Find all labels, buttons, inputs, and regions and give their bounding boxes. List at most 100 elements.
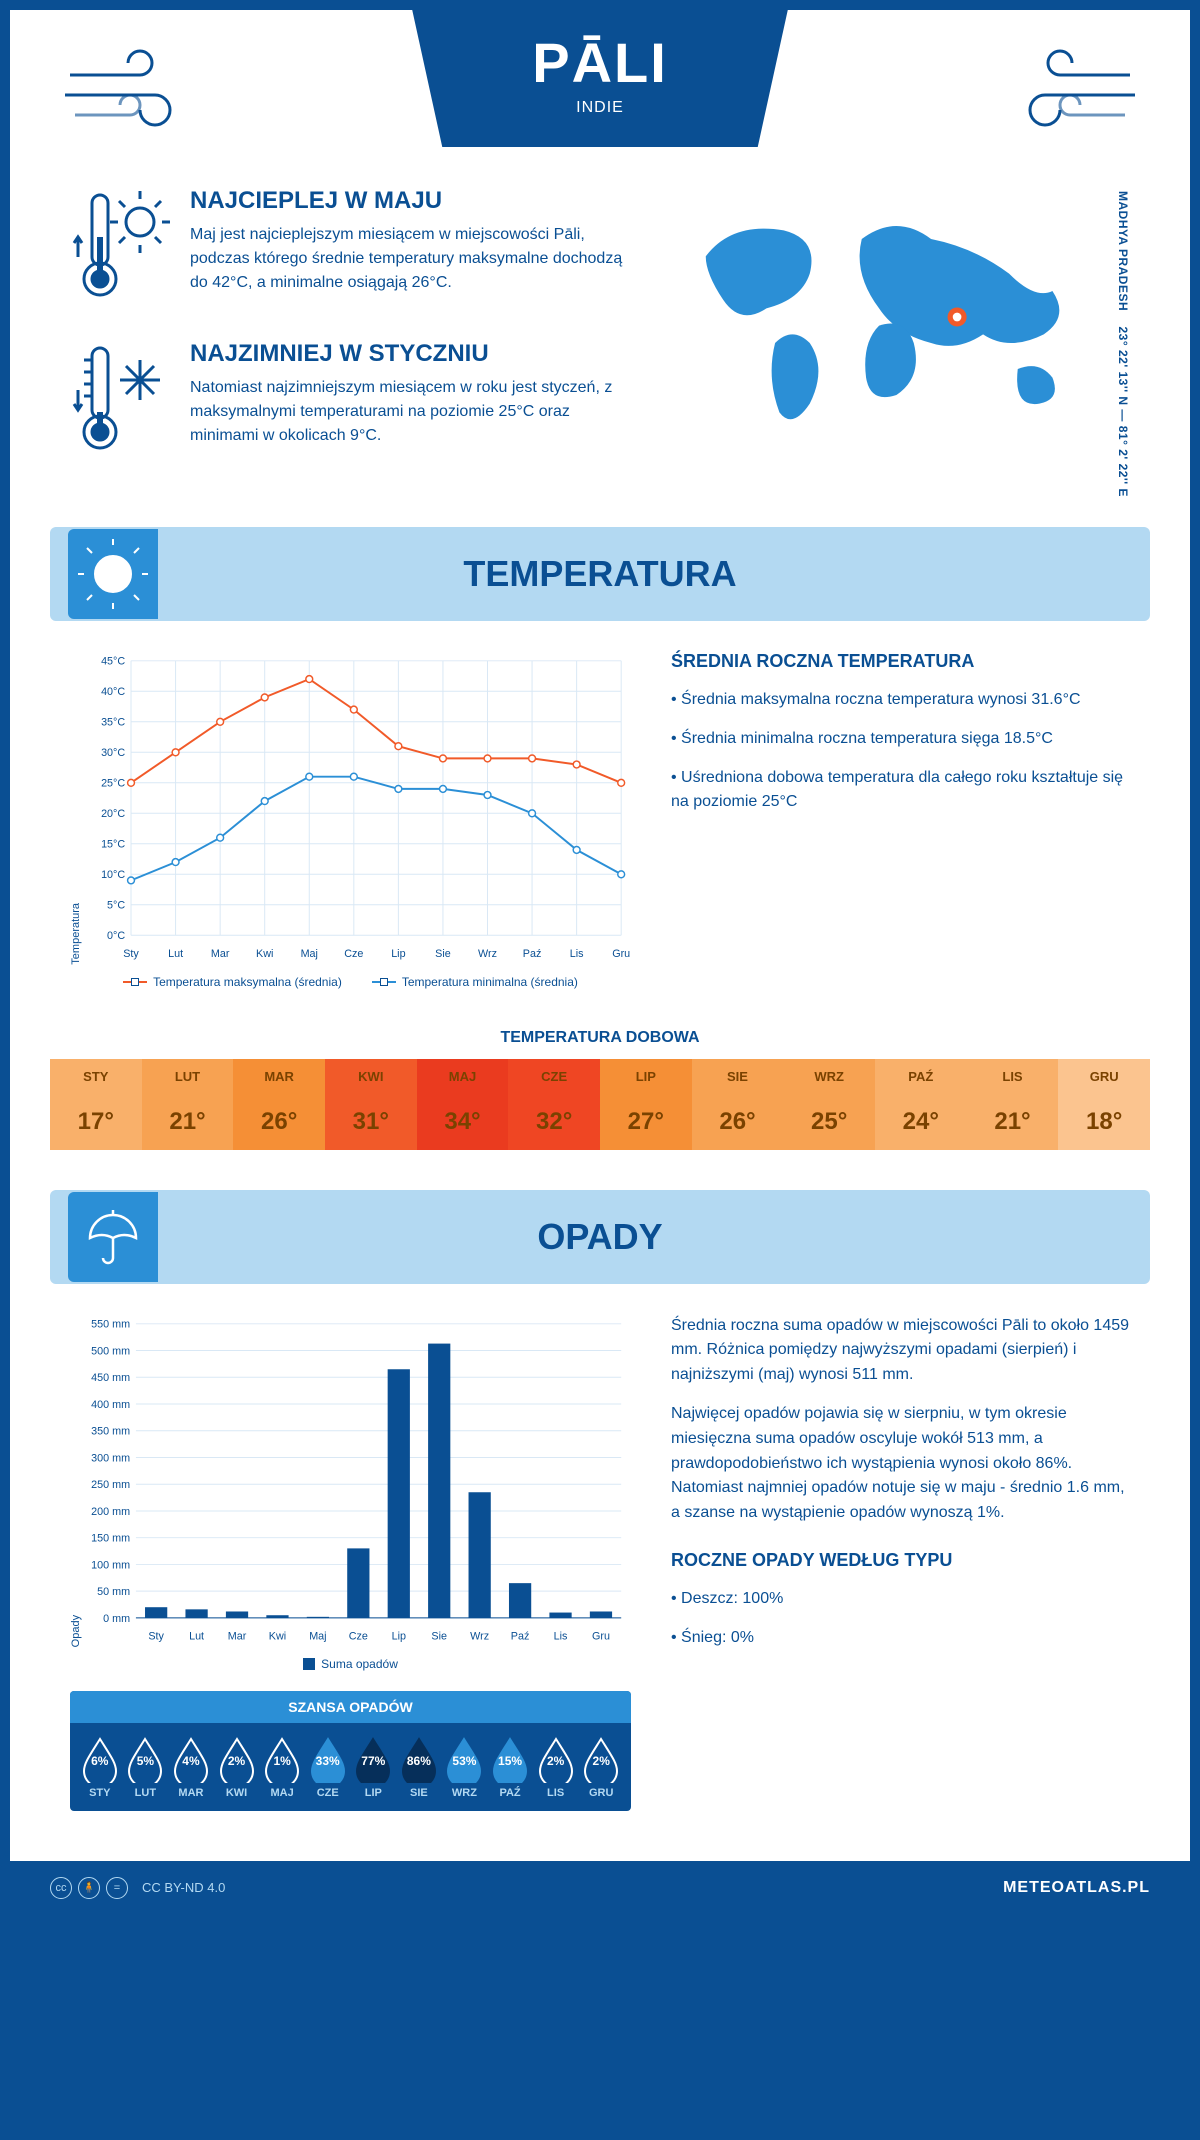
temperature-section-header: TEMPERATURA: [50, 527, 1150, 621]
cc-icon: cc: [50, 1877, 72, 1899]
thermometer-snow-icon: [70, 340, 170, 465]
rain-chance-cell: 4%MAR: [169, 1735, 213, 1799]
temp-table-header: PAŹ: [875, 1059, 967, 1094]
svg-text:15°C: 15°C: [101, 839, 125, 851]
temp-table-header: MAJ: [417, 1059, 509, 1094]
rain-chance-month: LIS: [534, 1787, 578, 1799]
svg-text:30°C: 30°C: [101, 747, 125, 759]
raindrop-icon: 86%: [399, 1735, 439, 1783]
temperature-chart-row: Temperatura 0°C5°C10°C15°C20°C25°C30°C35…: [10, 621, 1190, 1009]
rain-chance-month: SIE: [397, 1787, 441, 1799]
precip-y-axis-label: Opady: [70, 1314, 82, 1647]
temp-table-header: WRZ: [783, 1059, 875, 1094]
temp-y-axis-label: Temperatura: [70, 651, 82, 965]
world-map-icon: [667, 187, 1109, 447]
rain-chance-month: GRU: [579, 1787, 623, 1799]
svg-text:10°C: 10°C: [101, 869, 125, 881]
svg-text:400 mm: 400 mm: [91, 1399, 130, 1411]
svg-text:Lip: Lip: [392, 1630, 406, 1642]
raindrop-icon: 15%: [490, 1735, 530, 1783]
temp-table-value: 25°: [783, 1094, 875, 1150]
svg-text:Mar: Mar: [228, 1630, 247, 1642]
svg-text:Paź: Paź: [511, 1630, 530, 1642]
thermometer-sun-icon: [70, 187, 170, 312]
temp-bullet: Uśredniona dobowa temperatura dla całego…: [671, 766, 1130, 816]
temp-table-header: STY: [50, 1059, 142, 1094]
temp-table-header: LUT: [142, 1059, 234, 1094]
warmest-text: Maj jest najcieplejszym miesiącem w miej…: [190, 223, 637, 295]
rain-chance-title: SZANSA OPADÓW: [70, 1691, 631, 1723]
temp-table-header: CZE: [508, 1059, 600, 1094]
precipitation-chart-row: Opady 0 mm50 mm100 mm150 mm200 mm250 mm3…: [10, 1284, 1190, 1831]
temp-table-value: 18°: [1058, 1094, 1150, 1150]
rain-chance-cell: 1%MAJ: [260, 1735, 304, 1799]
rain-chance-month: LUT: [124, 1787, 168, 1799]
license-text: CC BY-ND 4.0: [142, 1880, 225, 1895]
rain-chance-cell: 2%LIS: [534, 1735, 578, 1799]
svg-text:200 mm: 200 mm: [91, 1506, 130, 1518]
svg-text:Sie: Sie: [435, 948, 451, 960]
svg-text:Cze: Cze: [349, 1630, 368, 1642]
svg-text:Wrz: Wrz: [478, 948, 497, 960]
temp-table-value: 27°: [600, 1094, 692, 1150]
temp-table-header: KWI: [325, 1059, 417, 1094]
svg-text:20°C: 20°C: [101, 808, 125, 820]
precip-para1: Średnia roczna suma opadów w miejscowośc…: [671, 1314, 1130, 1388]
wind-icon-right: [980, 40, 1140, 140]
umbrella-medallion-icon: [68, 1192, 158, 1282]
by-icon: 🧍: [78, 1877, 100, 1899]
map-column: MADHYA PRADESH 23° 22' 13'' N — 81° 2' 2…: [667, 187, 1131, 497]
svg-text:300 mm: 300 mm: [91, 1452, 130, 1464]
svg-text:Lis: Lis: [554, 1630, 568, 1642]
coldest-text: Natomiast najzimniejszym miesiącem w rok…: [190, 376, 637, 448]
svg-text:Gru: Gru: [592, 1630, 610, 1642]
raindrop-icon: 77%: [353, 1735, 393, 1783]
coordinates-label: MADHYA PRADESH 23° 22' 13'' N — 81° 2' 2…: [1108, 187, 1130, 497]
precipitation-section-header: OPADY: [50, 1190, 1150, 1284]
title-banner: PĀLI INDIE: [412, 10, 788, 147]
svg-text:Mar: Mar: [211, 948, 230, 960]
precipitation-title: OPADY: [537, 1216, 662, 1257]
nd-icon: =: [106, 1877, 128, 1899]
svg-text:40°C: 40°C: [101, 686, 125, 698]
temperature-title: TEMPERATURA: [463, 553, 736, 594]
precipitation-bar-chart: Opady 0 mm50 mm100 mm150 mm200 mm250 mm3…: [70, 1314, 631, 1811]
svg-text:Sty: Sty: [123, 948, 139, 960]
svg-text:Gru: Gru: [612, 948, 630, 960]
precip-type-item: Deszcz: 100%: [671, 1587, 1130, 1612]
intro-text-column: NAJCIEPLEJ W MAJU Maj jest najcieplejszy…: [70, 187, 637, 497]
precip-type-title: ROCZNE OPADY WEDŁUG TYPU: [671, 1550, 1130, 1571]
page: PĀLI INDIE: [10, 10, 1190, 1915]
svg-text:500 mm: 500 mm: [91, 1345, 130, 1357]
rain-chance-cell: 15%PAŹ: [488, 1735, 532, 1799]
temp-table-header: MAR: [233, 1059, 325, 1094]
temp-table-header: LIS: [967, 1059, 1059, 1094]
svg-text:35°C: 35°C: [101, 717, 125, 729]
svg-text:Cze: Cze: [344, 948, 363, 960]
precip-type-item: Śnieg: 0%: [671, 1626, 1130, 1651]
temp-table-value: 31°: [325, 1094, 417, 1150]
temp-legend: Temperatura maksymalna (średnia) Tempera…: [70, 975, 631, 989]
temp-table-header: LIP: [600, 1059, 692, 1094]
raindrop-icon: 2%: [581, 1735, 621, 1783]
warmest-block: NAJCIEPLEJ W MAJU Maj jest najcieplejszy…: [70, 187, 637, 312]
legend-rain: Suma opadów: [321, 1657, 398, 1671]
header: PĀLI INDIE: [10, 10, 1190, 167]
svg-text:Kwi: Kwi: [256, 948, 273, 960]
rain-chance-cell: 77%LIP: [351, 1735, 395, 1799]
coldest-heading: NAJZIMNIEJ W STYCZNIU: [190, 340, 637, 368]
raindrop-icon: 33%: [308, 1735, 348, 1783]
rain-chance-cell: 86% SIE: [397, 1735, 441, 1799]
svg-text:Lut: Lut: [189, 1630, 204, 1642]
daily-temp-table: STYLUTMARKWIMAJCZELIPSIEWRZPAŹLISGRU17°2…: [50, 1059, 1150, 1150]
temp-bullet: Średnia minimalna roczna temperatura się…: [671, 727, 1130, 752]
rain-chart-svg: 0 mm50 mm100 mm150 mm200 mm250 mm300 mm3…: [82, 1314, 631, 1647]
rain-chance-cell: 2%KWI: [215, 1735, 259, 1799]
rain-chance-drops: 6%STY5%LUT4%MAR2%KWI1%MAJ33%CZE77%LIP86%…: [70, 1723, 631, 1803]
rain-chance-box: SZANSA OPADÓW 6%STY5%LUT4%MAR2%KWI1%MAJ3…: [70, 1691, 631, 1811]
temp-side-title: ŚREDNIA ROCZNA TEMPERATURA: [671, 651, 1130, 672]
raindrop-icon: 4%: [171, 1735, 211, 1783]
coldest-block: NAJZIMNIEJ W STYCZNIU Natomiast najzimni…: [70, 340, 637, 465]
svg-text:Maj: Maj: [309, 1630, 326, 1642]
temp-table-value: 32°: [508, 1094, 600, 1150]
